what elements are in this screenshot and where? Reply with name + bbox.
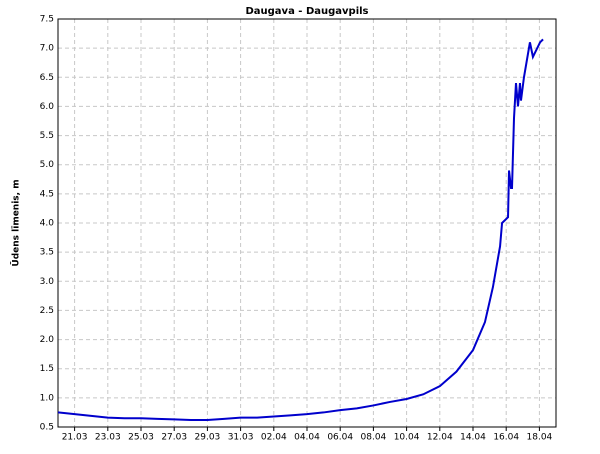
x-tick-label: 08.04 [361,433,387,443]
y-tick-label: 5.0 [40,160,55,170]
x-tick-label: 23.03 [95,433,121,443]
x-tick-label: 21.03 [62,433,88,443]
x-tick-label: 10.04 [394,433,420,443]
y-axis-label: Ūdens līmenis, m [11,179,22,266]
data-line [57,38,544,422]
y-tick-label: 2.0 [40,335,55,345]
y-tick-label: 3.0 [40,277,55,287]
x-tick-label: 14.04 [460,433,486,443]
chart-title: Daugava - Daugavpils [245,6,368,17]
x-tick-label: 02.04 [261,433,287,443]
y-tick-label: 5.5 [40,131,54,141]
y-tick-label: 7.5 [40,15,54,25]
x-tick-label: 25.03 [128,433,154,443]
x-tick-label: 12.04 [427,433,453,443]
x-tick-label: 06.04 [327,433,353,443]
plot-frame [57,18,557,428]
y-tick-label: 7.0 [40,44,55,54]
x-tick-label: 04.04 [294,433,320,443]
y-tick-label: 6.0 [40,102,55,112]
y-tick-label: 3.5 [40,248,54,258]
y-tick-label: 1.5 [40,364,54,374]
x-tick-label: 16.04 [493,433,519,443]
x-tick-label: 27.03 [161,433,187,443]
x-tick-label: 31.03 [228,433,254,443]
x-tick-label: 18.04 [527,433,553,443]
y-tick-label: 4.0 [40,219,55,229]
y-tick-label: 1.0 [40,393,55,403]
y-tick-label: 0.5 [40,423,54,433]
x-tick-label: 29.03 [195,433,221,443]
y-tick-label: 2.5 [40,306,54,316]
y-tick-label: 6.5 [40,73,54,83]
y-tick-label: 4.5 [40,189,54,199]
